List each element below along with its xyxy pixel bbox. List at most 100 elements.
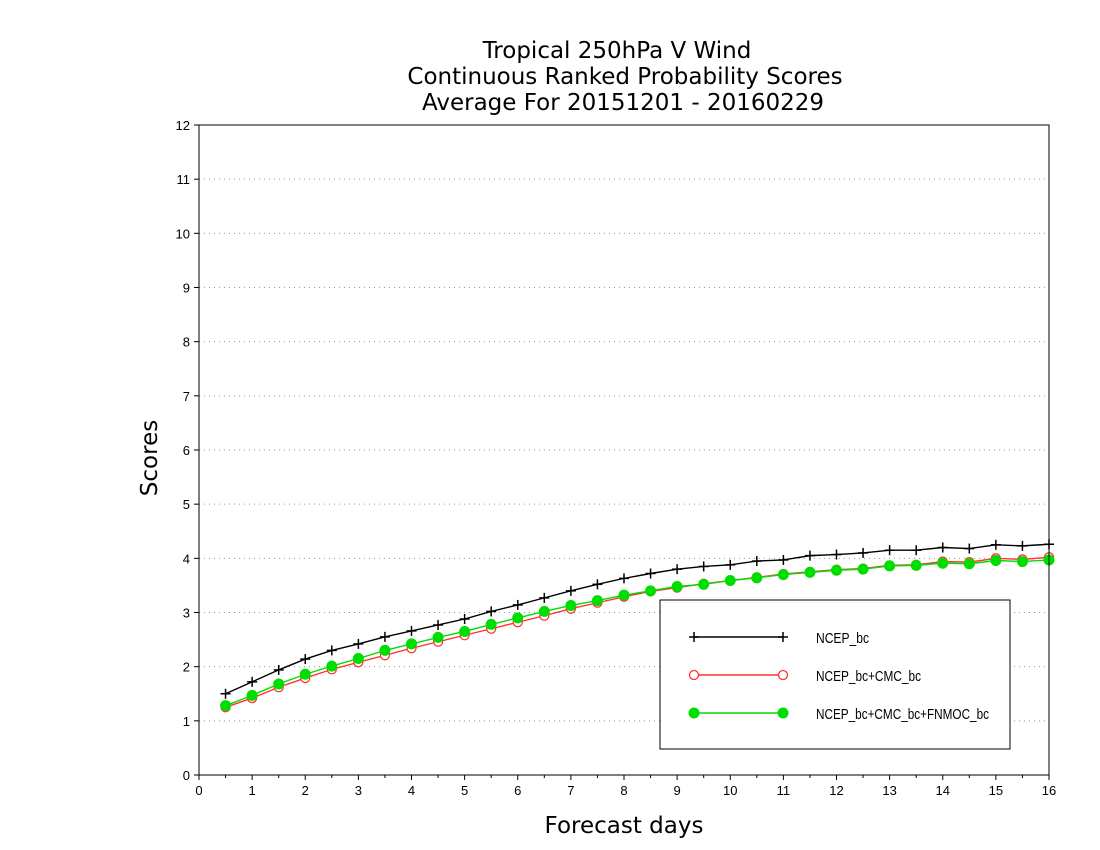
series-3-point <box>963 558 975 570</box>
series-1-point <box>300 654 311 665</box>
y-tick-label: 2 <box>183 660 190 675</box>
series-3-point <box>512 612 524 624</box>
series-1-point <box>619 573 629 584</box>
series-1-point <box>884 545 895 556</box>
x-tick-label: 11 <box>777 783 791 798</box>
x-tick-label: 7 <box>567 783 574 798</box>
legend-item-3-marker-start <box>688 707 700 719</box>
y-tick-label: 3 <box>183 606 190 621</box>
series-3-point <box>831 564 842 576</box>
series-3-point <box>751 572 763 584</box>
chart-title-line-3: Average For 20151201 - 20160229 <box>422 90 824 116</box>
series-1-point <box>512 599 523 610</box>
series-1-point <box>831 549 842 560</box>
y-tick-label: 8 <box>183 335 190 350</box>
series-3-point <box>299 668 311 680</box>
series-3-point <box>937 557 949 569</box>
series-1-point <box>858 547 869 558</box>
series-1-point <box>486 606 497 617</box>
series-3-point <box>645 585 657 597</box>
legend-item-3-label: NCEP_bc+CMC_bc+FNMOC_bc <box>816 706 989 723</box>
series-1-point <box>751 556 762 567</box>
x-tick-label: 14 <box>936 783 950 798</box>
series-1-point <box>220 688 231 699</box>
x-axis-label: Forecast days <box>545 813 704 839</box>
series-3-point <box>326 660 338 672</box>
series-1-point <box>565 585 576 596</box>
series-3-point <box>352 653 364 665</box>
y-tick-label: 7 <box>183 389 190 404</box>
series-3-point <box>910 559 922 571</box>
x-tick-label: 9 <box>674 783 681 798</box>
y-tick-label: 9 <box>183 281 190 296</box>
y-axis-label: Scores <box>137 420 163 496</box>
series-1-point <box>353 638 364 649</box>
grid <box>199 178 1049 722</box>
legend: NCEP_bc NCEP_bc+CMC_bc NCEP_bc+CMC_bc+FNMO… <box>659 599 1011 750</box>
series-3-point <box>671 581 683 592</box>
series-1-point <box>433 619 444 630</box>
x-tick-label: 2 <box>302 783 309 798</box>
x-tick-label: 4 <box>408 783 415 798</box>
series-1-point <box>698 561 709 572</box>
x-tick-label: 10 <box>723 783 737 798</box>
series-1-point <box>911 545 922 556</box>
x-tick-label: 5 <box>461 783 468 798</box>
series-3-point <box>1016 556 1028 568</box>
series-3-point <box>538 605 550 617</box>
series-3-point <box>565 599 577 611</box>
legend-item-2-marker-end <box>777 669 789 681</box>
series-3-point <box>804 566 816 578</box>
series-1-point <box>1017 540 1028 551</box>
x-tick-label: 15 <box>989 783 1003 798</box>
series-1-point <box>990 539 1001 550</box>
series-3-point <box>220 700 232 712</box>
series-1-point <box>672 564 683 575</box>
y-tick-label: 6 <box>183 443 190 458</box>
series-1-point <box>539 592 550 603</box>
x-tick-label: 3 <box>355 783 362 798</box>
legend-item-2-marker-start <box>688 669 700 681</box>
series-1-point <box>725 559 736 570</box>
y-tick-label: 4 <box>183 551 190 566</box>
series-3-point <box>618 589 630 601</box>
series-1-point <box>778 554 789 565</box>
legend-item-2-label: NCEP_bc+CMC_bc <box>816 668 921 685</box>
series-3-point <box>379 644 391 656</box>
series-3-point <box>273 678 285 690</box>
series-1-point <box>459 614 470 624</box>
series-3-point <box>406 638 417 650</box>
legend-item-1-marker-start <box>689 632 699 642</box>
series-3-point <box>777 569 789 581</box>
series-1-point <box>247 676 258 687</box>
series-3-point <box>432 631 444 643</box>
x-tick-label: 13 <box>882 783 896 798</box>
series-layer <box>220 539 1055 713</box>
x-tick-label: 12 <box>829 783 843 798</box>
series-3-point <box>724 575 736 587</box>
series-3-point <box>990 555 1002 566</box>
series-1-point <box>379 631 390 642</box>
series-1-point <box>645 568 656 579</box>
y-tick-label: 1 <box>183 714 190 729</box>
x-tick-label: 6 <box>514 783 521 798</box>
series-3-point <box>459 625 471 637</box>
series-3-point <box>591 595 603 607</box>
chart-title-line-1: Tropical 250hPa V Wind <box>482 38 752 64</box>
series-1-point <box>804 550 815 561</box>
series-3-point <box>485 618 497 630</box>
series-1-point <box>964 543 975 554</box>
y-tick-label: 0 <box>183 768 190 783</box>
y-tick-label: 12 <box>176 118 190 133</box>
series-1-point <box>592 579 603 590</box>
x-tick-label: 0 <box>195 783 202 798</box>
series-1-point <box>406 625 417 636</box>
legend-item-3-marker-end <box>777 707 789 719</box>
series-1-point <box>937 542 948 553</box>
series-3-point <box>698 578 710 590</box>
y-tick-label: 10 <box>176 226 190 241</box>
y-tick-label: 11 <box>177 172 191 187</box>
chart-title-line-2: Continuous Ranked Probability Scores <box>407 64 842 90</box>
